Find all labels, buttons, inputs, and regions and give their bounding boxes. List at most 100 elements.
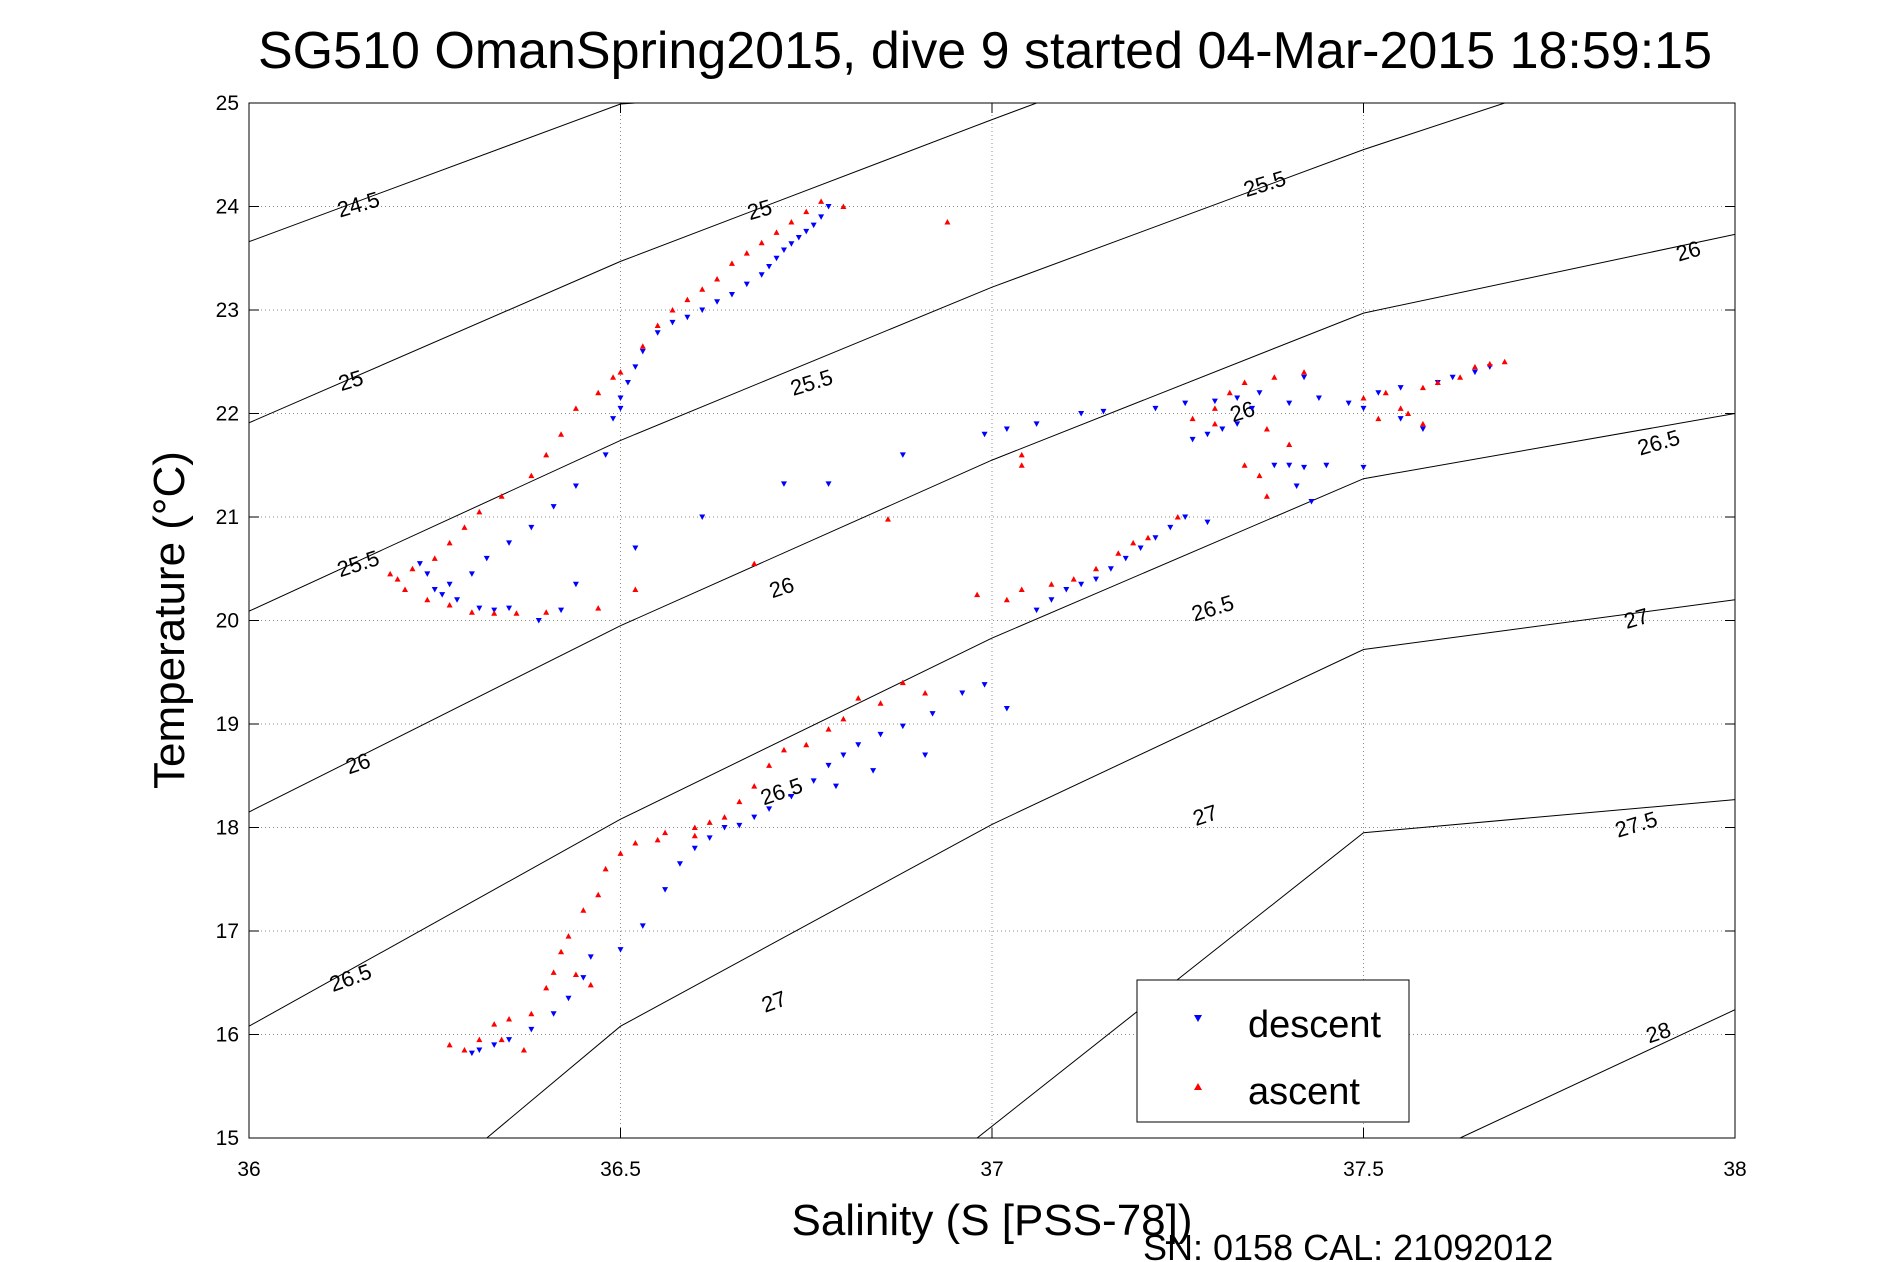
data-point (416, 561, 423, 567)
data-point (580, 975, 587, 981)
data-point (1234, 395, 1241, 401)
data-point (899, 679, 906, 686)
data-point (1211, 398, 1218, 405)
data-point (1382, 389, 1389, 396)
data-point (1397, 405, 1404, 411)
data-point (543, 451, 550, 458)
data-point (758, 272, 765, 278)
data-point (1182, 400, 1189, 407)
data-point (1419, 426, 1426, 433)
data-point (818, 198, 825, 204)
data-point (461, 524, 468, 530)
data-point (617, 850, 624, 856)
data-point (550, 504, 557, 510)
data-point (513, 610, 520, 616)
data-point (1003, 426, 1010, 433)
data-point (699, 286, 706, 292)
data-point (1204, 431, 1211, 438)
data-point (1048, 581, 1055, 587)
data-point (446, 539, 453, 546)
data-point (699, 307, 706, 313)
data-point (929, 711, 936, 717)
data-point (721, 814, 728, 820)
isopycnal-27 (486, 599, 1735, 1138)
series-ascent (387, 198, 1508, 1053)
legend-label-descent: descent (1248, 1004, 1382, 1046)
data-point (528, 1010, 535, 1017)
data-point (981, 682, 988, 688)
data-point (572, 581, 579, 588)
data-point (1107, 566, 1114, 572)
data-point (565, 933, 572, 939)
data-point (855, 695, 862, 701)
data-point (714, 275, 721, 282)
data-point (766, 264, 773, 270)
data-point (595, 605, 602, 611)
data-point (1219, 426, 1226, 433)
data-point (840, 715, 847, 722)
data-point (662, 829, 669, 836)
data-point (572, 971, 579, 977)
data-point (1301, 369, 1308, 375)
descent-marker-icon (1194, 1015, 1202, 1022)
data-point (1018, 586, 1025, 592)
data-point (1145, 534, 1152, 541)
data-point (580, 907, 587, 913)
data-point (558, 948, 565, 955)
data-point (632, 545, 639, 552)
y-tick-label: 19 (216, 713, 239, 736)
data-point (476, 508, 483, 515)
data-point (1130, 539, 1137, 546)
data-point (780, 481, 787, 487)
data-point (669, 307, 676, 313)
data-point (922, 752, 929, 759)
data-point (766, 806, 773, 812)
data-point (387, 570, 394, 577)
data-point (1211, 405, 1218, 411)
data-point (587, 954, 594, 960)
data-point (1360, 405, 1367, 412)
data-point (780, 247, 787, 253)
data-point (780, 746, 787, 753)
data-point (491, 1021, 498, 1027)
grid-lines (249, 103, 1735, 1138)
data-point (706, 819, 713, 825)
data-point (409, 565, 416, 572)
data-point (528, 524, 535, 531)
data-point (528, 1026, 535, 1033)
data-point (558, 431, 565, 437)
data-point (431, 586, 438, 593)
data-point (1286, 400, 1293, 407)
x-tick-label: 36.5 (600, 1158, 641, 1181)
data-point (825, 762, 832, 769)
plot-area: 24.5 252525.525.525.52626262626.526.526.5… (216, 92, 1747, 1181)
data-point (639, 343, 646, 349)
x-axis-label: Salinity (S [PSS-78]) (791, 1196, 1192, 1245)
data-point (1301, 374, 1308, 381)
data-point (639, 923, 646, 929)
data-point (736, 822, 743, 829)
data-point (610, 374, 617, 380)
data-point (602, 452, 609, 458)
data-point (669, 319, 676, 326)
data-point (1471, 369, 1478, 376)
data-point (788, 219, 795, 225)
data-point (691, 845, 698, 852)
data-point (751, 560, 758, 567)
data-point (1271, 462, 1278, 469)
data-point (1211, 420, 1218, 427)
data-point (617, 405, 624, 412)
plot-background (249, 103, 1735, 1138)
data-point (520, 1047, 527, 1053)
data-point (476, 1036, 483, 1043)
y-tick-label: 21 (216, 506, 239, 529)
data-point (684, 296, 691, 303)
data-point (446, 1041, 453, 1048)
data-point (506, 605, 513, 612)
data-point (1122, 555, 1129, 562)
data-point (981, 431, 988, 438)
data-point (550, 969, 557, 975)
data-point (639, 348, 646, 355)
data-point (691, 824, 698, 830)
